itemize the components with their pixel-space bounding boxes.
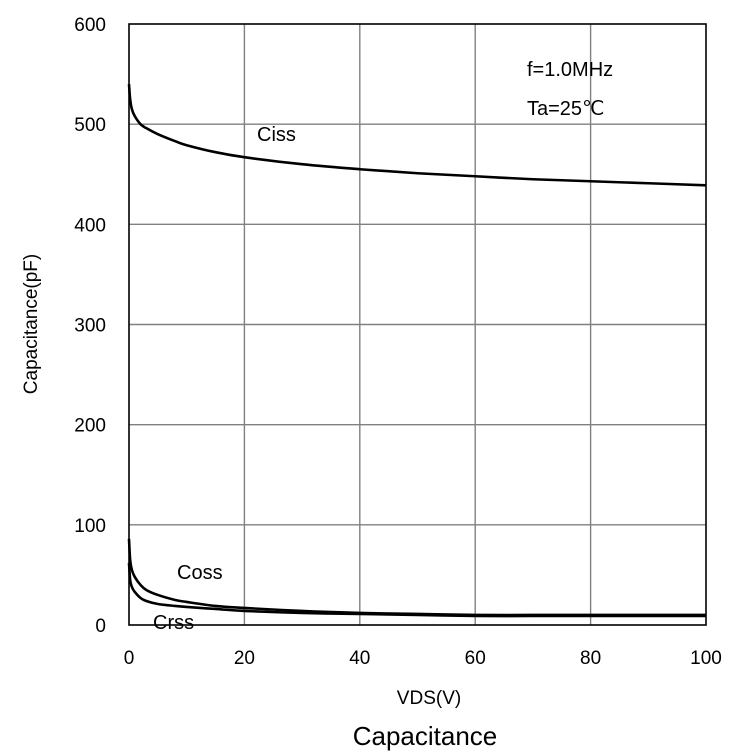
y-tick-label: 100	[74, 516, 106, 537]
y-tick-label: 500	[74, 115, 106, 136]
y-tick-label: 0	[95, 616, 106, 637]
x-tick-label: 0	[124, 648, 135, 669]
x-tick-label: 100	[690, 648, 722, 669]
series-label-ciss: Ciss	[257, 124, 296, 146]
series-line-ciss	[127, 84, 707, 187]
annotation-frequency: f=1.0MHz	[527, 59, 613, 81]
plot-frame	[128, 23, 707, 626]
y-tick-label: 300	[74, 316, 106, 337]
curves-layer	[127, 84, 707, 618]
x-tick-label: 60	[465, 648, 486, 669]
ticks-layer: 0 20 40 60 80 100 0 100 200 300 400 500 600	[74, 15, 722, 669]
series-label-crss: Crss	[153, 612, 194, 634]
y-tick-label: 600	[74, 15, 106, 36]
x-tick-label: 80	[580, 648, 601, 669]
y-tick-label: 400	[74, 215, 106, 236]
y-axis-label: Capacitance(pF)	[21, 254, 42, 394]
x-tick-label: 40	[349, 648, 370, 669]
x-tick-label: 20	[234, 648, 255, 669]
chart-title: Capacitance	[353, 721, 498, 751]
x-axis-label: VDS(V)	[397, 688, 461, 709]
grid-layer	[129, 24, 706, 625]
annotation-temperature: Ta=25℃	[527, 98, 605, 120]
series-line-crss	[127, 562, 706, 618]
series-label-coss: Coss	[177, 562, 223, 584]
y-tick-label: 200	[74, 416, 106, 437]
